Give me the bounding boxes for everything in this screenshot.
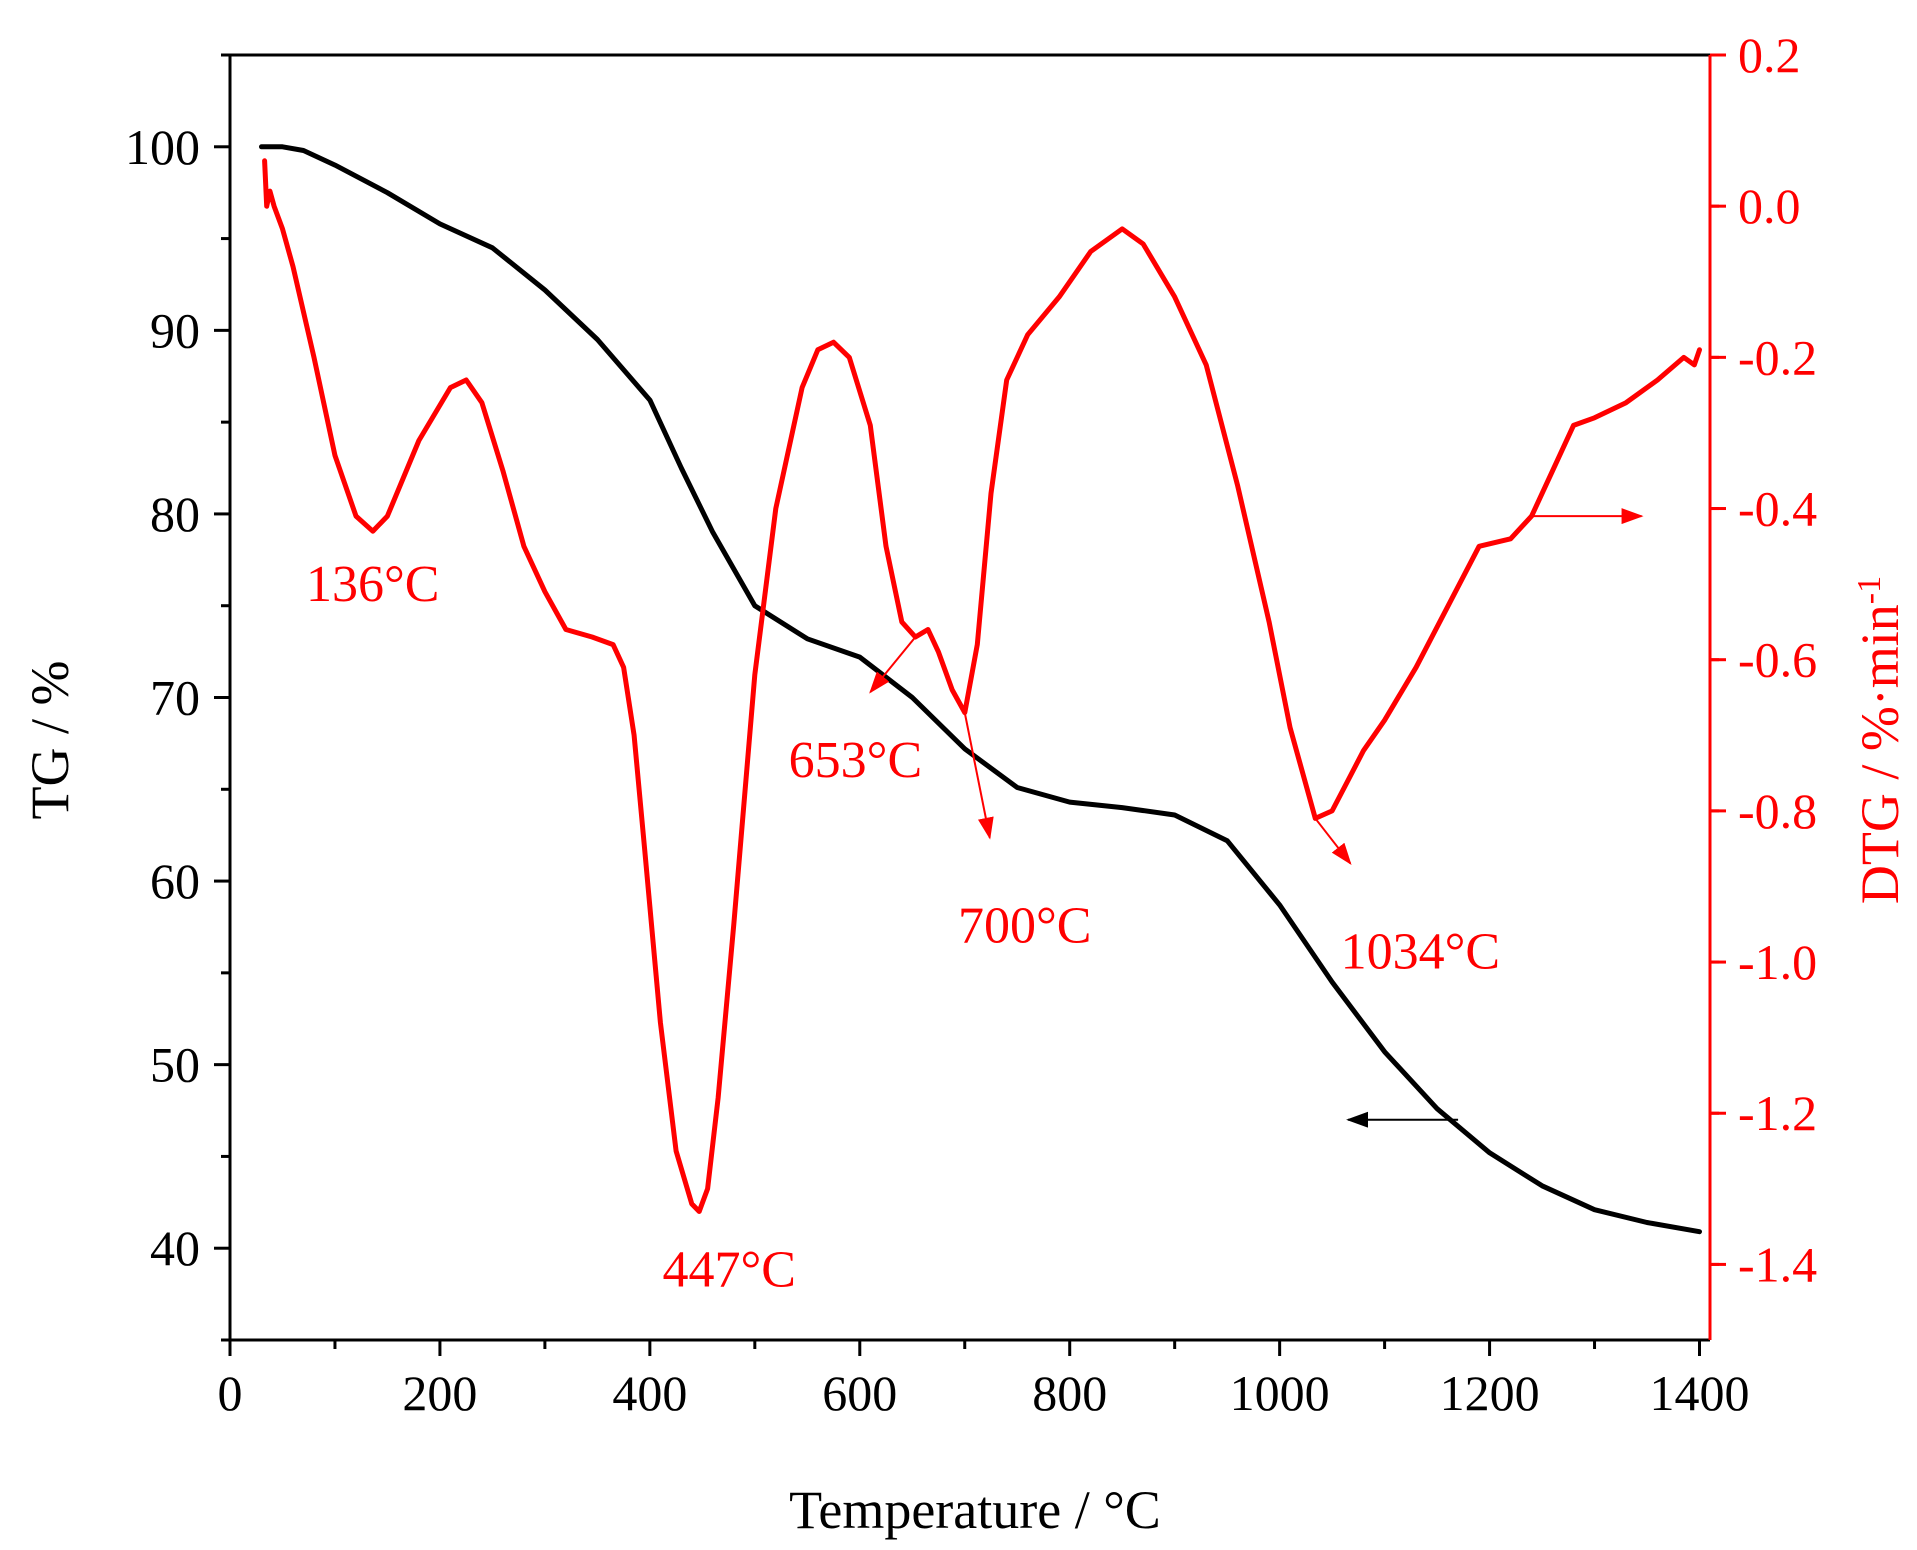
y-right-tick-label: -1.2 bbox=[1738, 1085, 1817, 1141]
y-right-tick-label: -0.2 bbox=[1738, 329, 1817, 385]
y-left-tick-label: 70 bbox=[150, 670, 200, 726]
peak-label-p700: 700°C bbox=[958, 898, 1091, 955]
y-right-tick-label: -1.0 bbox=[1738, 934, 1817, 990]
peak-arrow-p653 bbox=[869, 636, 917, 694]
x-tick-label: 600 bbox=[822, 1365, 897, 1421]
peak-label-p1034: 1034°C bbox=[1341, 923, 1500, 980]
y-right-tick-label: 0.0 bbox=[1738, 178, 1801, 234]
series-line-dtg bbox=[262, 158, 1702, 1214]
x-tick-label: 400 bbox=[612, 1365, 687, 1421]
x-tick-label: 1400 bbox=[1650, 1365, 1750, 1421]
y-left-tick-label: 40 bbox=[150, 1220, 200, 1276]
y-left-tick-label: 60 bbox=[150, 853, 200, 909]
y-right-tick-label: 0.2 bbox=[1738, 27, 1801, 83]
series-line-tg bbox=[259, 144, 1702, 1235]
x-axis-title: Temperature / °C bbox=[789, 1480, 1161, 1540]
x-tick-label: 1200 bbox=[1440, 1365, 1540, 1421]
y-left-tick-label: 50 bbox=[150, 1037, 200, 1093]
peak-label-p136: 136°C bbox=[306, 556, 439, 613]
y-left-tick-label: 90 bbox=[150, 302, 200, 358]
y-right-tick-label: -0.6 bbox=[1738, 632, 1817, 688]
y-axis-title-right: DTG / %·min-1 bbox=[1850, 576, 1910, 904]
y-axis-title-left: TG / % bbox=[20, 661, 80, 820]
y-left-tick-label: 100 bbox=[125, 119, 200, 175]
x-tick-label: 800 bbox=[1032, 1365, 1107, 1421]
x-tick-label: 0 bbox=[218, 1365, 243, 1421]
y-right-tick-label: -0.8 bbox=[1738, 783, 1817, 839]
peak-label-p447: 447°C bbox=[662, 1242, 795, 1299]
peak-arrow-p700 bbox=[963, 712, 994, 840]
x-tick-label: 1000 bbox=[1230, 1365, 1330, 1421]
peak-label-p653: 653°C bbox=[789, 732, 922, 789]
y-left-tick-label: 80 bbox=[150, 486, 200, 542]
y-axis-title-right-sup: -1 bbox=[1851, 576, 1888, 604]
y-right-tick-label: -1.4 bbox=[1738, 1236, 1817, 1292]
peak-arrow-p1034 bbox=[1314, 817, 1352, 866]
y-right-tick-label: -0.4 bbox=[1738, 481, 1817, 537]
y-axis-title-right-main: DTG / %·min bbox=[1850, 604, 1910, 904]
x-tick-label: 200 bbox=[402, 1365, 477, 1421]
